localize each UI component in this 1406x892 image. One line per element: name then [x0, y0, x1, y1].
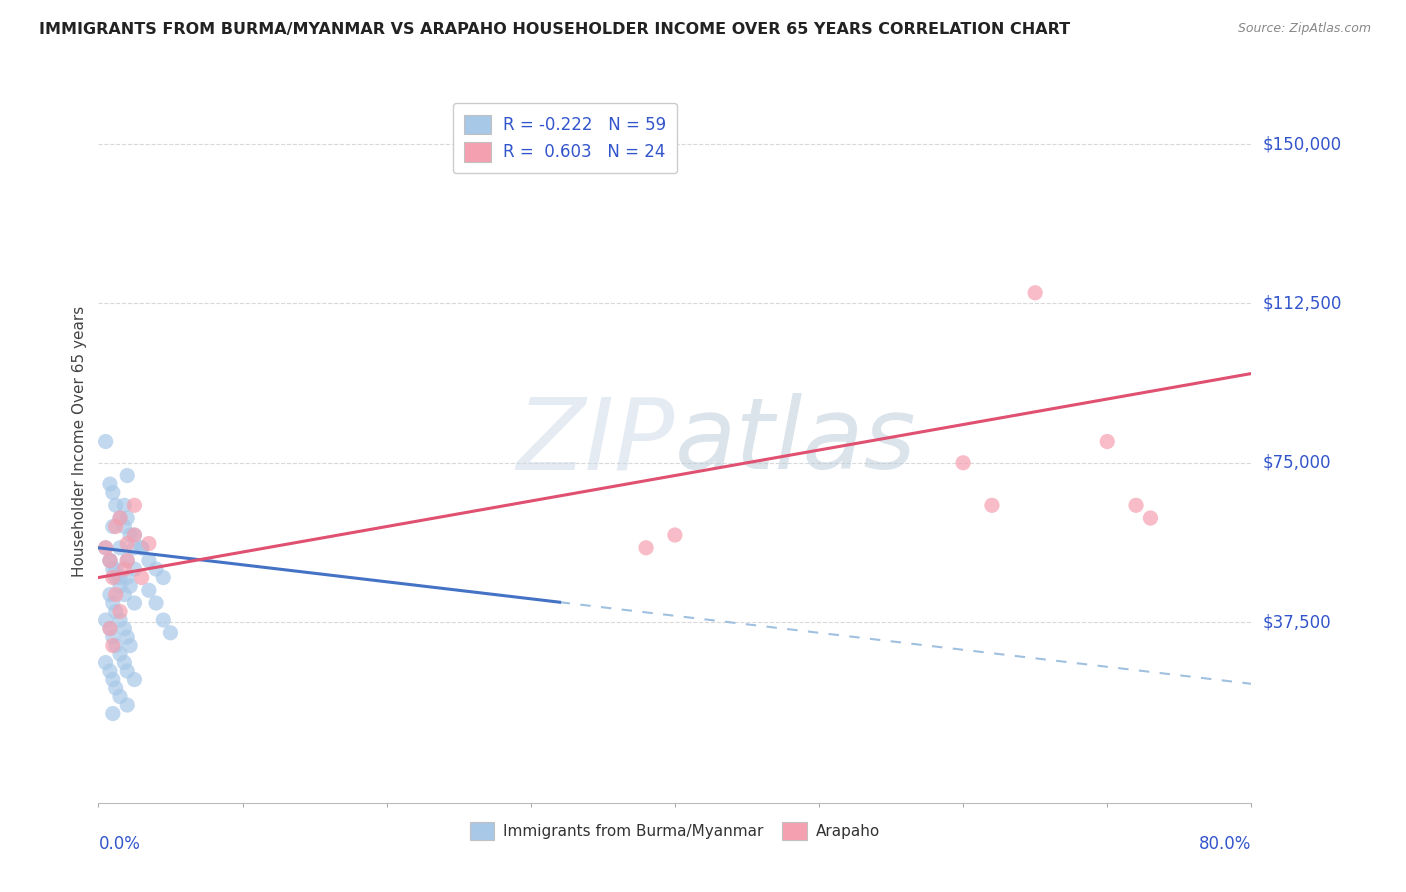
Point — [108, 647, 131, 661]
Point — [138, 583, 160, 598]
Text: IMMIGRANTS FROM BURMA/MYANMAR VS ARAPAHO HOUSEHOLDER INCOME OVER 65 YEARS CORREL: IMMIGRANTS FROM BURMA/MYANMAR VS ARAPAHO… — [39, 22, 1070, 37]
Point — [138, 553, 160, 567]
Point — [117, 553, 139, 567]
Point — [117, 468, 139, 483]
Point — [112, 622, 135, 636]
Point — [94, 434, 117, 449]
Point — [101, 673, 124, 687]
Point — [120, 528, 142, 542]
Point — [98, 622, 121, 636]
Point — [108, 511, 131, 525]
Point — [98, 477, 121, 491]
Point — [131, 541, 153, 555]
Point — [101, 485, 124, 500]
Point — [101, 519, 124, 533]
Point — [145, 596, 167, 610]
Point — [101, 630, 124, 644]
Point — [124, 498, 146, 512]
Point — [108, 511, 131, 525]
Point — [117, 553, 139, 567]
Point — [112, 562, 135, 576]
Point — [981, 498, 1004, 512]
Text: ZIP: ZIP — [516, 393, 675, 490]
Point — [1139, 511, 1161, 525]
Point — [104, 519, 127, 533]
Text: 0.0%: 0.0% — [98, 835, 141, 854]
Point — [104, 498, 127, 512]
Point — [101, 570, 124, 584]
Point — [636, 541, 658, 555]
Point — [952, 456, 974, 470]
Point — [112, 588, 135, 602]
Point — [1024, 285, 1046, 300]
Point — [101, 639, 124, 653]
Point — [152, 570, 174, 584]
Point — [112, 498, 135, 512]
Point — [124, 596, 146, 610]
Point — [108, 690, 131, 704]
Text: $37,500: $37,500 — [1263, 613, 1331, 632]
Point — [145, 562, 167, 576]
Point — [98, 664, 121, 678]
Point — [104, 605, 127, 619]
Point — [117, 536, 139, 550]
Point — [108, 570, 131, 584]
Point — [1097, 434, 1119, 449]
Point — [117, 511, 139, 525]
Point — [117, 698, 139, 712]
Point — [138, 536, 160, 550]
Point — [98, 622, 121, 636]
Point — [98, 553, 121, 567]
Point — [104, 588, 127, 602]
Point — [94, 613, 117, 627]
Point — [117, 664, 139, 678]
Point — [104, 639, 127, 653]
Text: Source: ZipAtlas.com: Source: ZipAtlas.com — [1237, 22, 1371, 36]
Point — [117, 570, 139, 584]
Point — [1125, 498, 1147, 512]
Point — [94, 656, 117, 670]
Point — [108, 613, 131, 627]
Point — [108, 605, 131, 619]
Text: $150,000: $150,000 — [1263, 135, 1341, 153]
Text: $75,000: $75,000 — [1263, 454, 1331, 472]
Point — [117, 630, 139, 644]
Text: $112,500: $112,500 — [1263, 294, 1341, 312]
Point — [112, 519, 135, 533]
Point — [131, 541, 153, 555]
Point — [94, 541, 117, 555]
Point — [108, 541, 131, 555]
Point — [112, 656, 135, 670]
Point — [664, 528, 686, 542]
Point — [101, 596, 124, 610]
Point — [104, 681, 127, 695]
Point — [101, 562, 124, 576]
Point — [124, 528, 146, 542]
Point — [124, 541, 146, 555]
Point — [104, 562, 127, 576]
Point — [120, 639, 142, 653]
Point — [124, 562, 146, 576]
Point — [131, 570, 153, 584]
Point — [98, 588, 121, 602]
Text: atlas: atlas — [675, 393, 917, 490]
Point — [124, 528, 146, 542]
Point — [108, 579, 131, 593]
Point — [104, 570, 127, 584]
Point — [124, 673, 146, 687]
Y-axis label: Householder Income Over 65 years: Householder Income Over 65 years — [72, 306, 87, 577]
Text: 80.0%: 80.0% — [1199, 835, 1251, 854]
Point — [152, 613, 174, 627]
Point — [98, 553, 121, 567]
Point — [120, 579, 142, 593]
Point — [101, 706, 124, 721]
Point — [94, 541, 117, 555]
Legend: Immigrants from Burma/Myanmar, Arapaho: Immigrants from Burma/Myanmar, Arapaho — [464, 816, 886, 846]
Point — [159, 625, 181, 640]
Point — [98, 553, 121, 567]
